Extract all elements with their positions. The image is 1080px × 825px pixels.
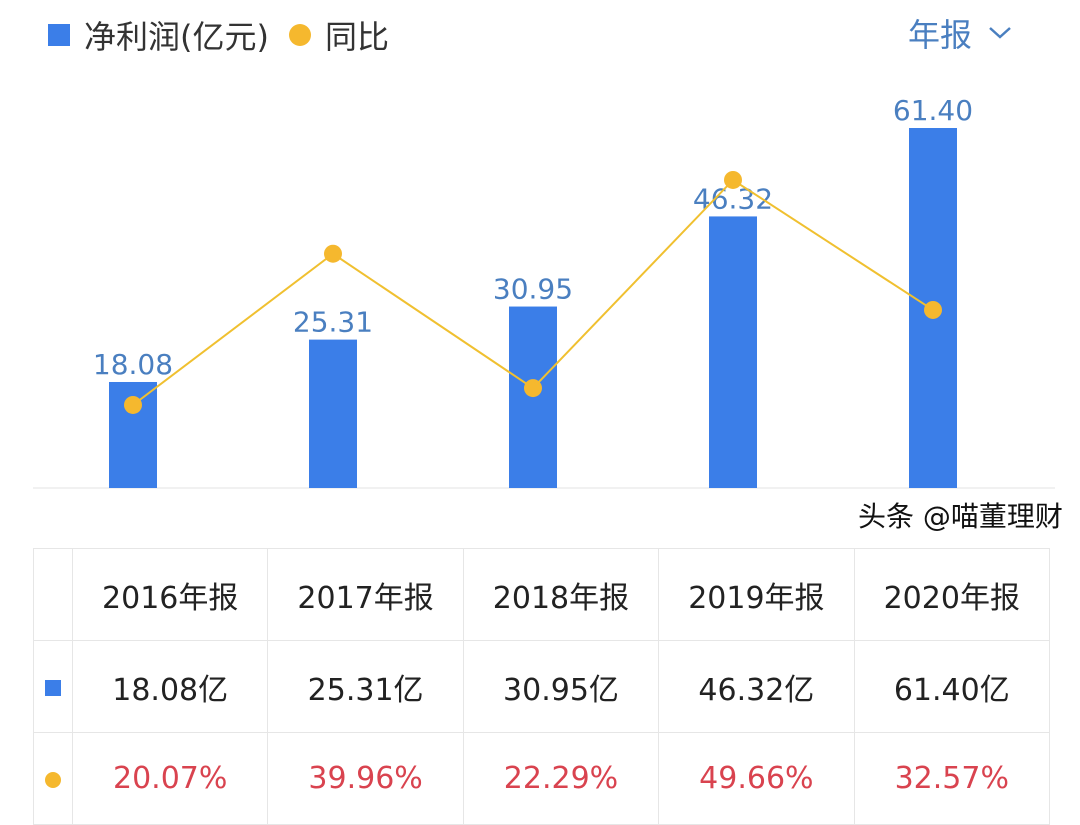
profit-cell: 25.31亿 [267, 640, 464, 733]
bar-marker-icon [45, 680, 61, 696]
yoy-cell: 20.07% [71, 732, 269, 825]
table-row-profit: 18.08亿 25.31亿 30.95亿 46.32亿 61.40亿 [33, 640, 1051, 733]
data-table: 2016年报 2017年报 2018年报 2019年报 2020年报 18.08… [33, 548, 1051, 825]
yoy-cell: 22.29% [462, 732, 660, 825]
yoy-point [324, 244, 342, 263]
bar-legend-label: 净利润(亿元) [84, 18, 269, 56]
line-legend-swatch [288, 24, 311, 46]
header-cell: 2016年报 [71, 548, 269, 641]
period-label: 年报 [908, 16, 973, 54]
yoy-point [724, 170, 742, 189]
yoy-cell: 49.66% [658, 732, 855, 825]
yoy-point [124, 395, 142, 414]
bar-value-label: 30.95 [493, 273, 573, 306]
bar [309, 339, 357, 488]
bar-legend-swatch [48, 24, 70, 46]
profit-cell: 61.40亿 [853, 640, 1051, 733]
yoy-point [924, 300, 942, 319]
watermark: 头条 @喵董理财 [858, 500, 1063, 533]
profit-cell: 30.95亿 [462, 640, 660, 733]
legend: 净利润(亿元) 同比 [48, 12, 389, 58]
dot-marker-icon [45, 772, 61, 788]
bar-value-label: 61.40 [893, 94, 973, 127]
chevron-down-icon [989, 27, 1011, 39]
bar [709, 216, 757, 488]
bar [509, 306, 557, 488]
profit-cell: 46.32亿 [658, 640, 855, 733]
yoy-cell: 39.96% [267, 732, 464, 825]
header-cell: 2019年报 [658, 548, 855, 641]
table-header-row: 2016年报 2017年报 2018年报 2019年报 2020年报 [33, 548, 1051, 641]
profit-cell: 18.08亿 [71, 640, 269, 733]
table-row-yoy: 20.07% 39.96% 22.29% 49.66% 32.57% [33, 732, 1051, 825]
bar-value-label: 25.31 [293, 306, 373, 339]
header-cell: 2018年报 [462, 548, 660, 641]
yoy-point [524, 379, 542, 398]
line-legend-label: 同比 [324, 18, 389, 56]
yoy-cell: 32.57% [853, 732, 1051, 825]
bar-value-label: 18.08 [93, 348, 173, 381]
header-cell: 2020年报 [853, 548, 1051, 641]
header-cell: 2017年报 [267, 548, 464, 641]
period-selector[interactable]: 年报 [908, 10, 1012, 56]
